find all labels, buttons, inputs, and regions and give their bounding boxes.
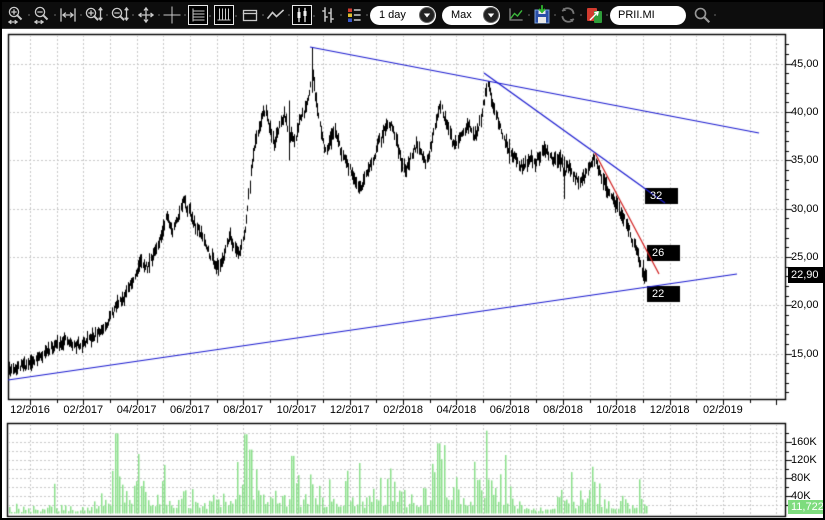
search-icon — [694, 7, 711, 24]
compare-chart-icon — [587, 8, 602, 23]
legend-colors-icon — [348, 8, 361, 22]
interval-dropdown[interactable]: 1 day — [370, 5, 436, 25]
zoom-out-horizontal-icon — [34, 6, 49, 25]
panel-layout-button[interactable] — [240, 5, 264, 25]
bar-style-button[interactable] — [318, 5, 342, 25]
save-icon — [534, 5, 550, 24]
candlestick-icon — [297, 7, 307, 23]
zoom-out-vertical-button[interactable] — [110, 5, 134, 25]
candle-style-button[interactable] — [292, 5, 315, 25]
range-dropdown[interactable]: Max — [442, 5, 500, 25]
symbol-search-input[interactable] — [610, 5, 686, 25]
horizontal-grid-toggle[interactable] — [188, 5, 211, 25]
zoom-in-vertical-icon — [85, 7, 103, 21]
compare-chart-button[interactable] — [584, 5, 608, 25]
save-button[interactable] — [532, 5, 556, 25]
expand-all-button[interactable] — [136, 5, 160, 25]
chevron-down-icon[interactable] — [419, 7, 435, 23]
range-dropdown-value: Max — [451, 9, 472, 21]
chevron-down-icon[interactable] — [483, 7, 499, 23]
line-chart-icon — [266, 9, 285, 20]
refresh-button[interactable] — [558, 5, 582, 25]
vertical-grid-icon — [217, 8, 231, 21]
legend-colors-button[interactable] — [344, 5, 368, 25]
interval-dropdown-value: 1 day — [379, 9, 406, 21]
expand-horizontal-icon — [60, 8, 76, 22]
horizontal-grid-icon — [192, 8, 205, 22]
refresh-icon — [561, 7, 575, 23]
indicator-chart-button[interactable] — [506, 5, 530, 25]
zoom-out-horizontal-button[interactable] — [32, 5, 56, 25]
toolbar: 1 day Max — [2, 2, 823, 29]
zoom-in-horizontal-button[interactable] — [6, 5, 30, 25]
zoom-in-vertical-button[interactable] — [84, 5, 108, 25]
crosshair-button[interactable] — [162, 5, 186, 25]
vertical-grid-toggle[interactable] — [214, 5, 237, 25]
panel-layout-icon — [242, 9, 258, 22]
indicator-chart-icon — [509, 8, 523, 21]
expand-all-icon — [138, 7, 154, 23]
zoom-in-horizontal-icon — [8, 6, 23, 25]
expand-horizontal-button[interactable] — [58, 5, 82, 25]
crosshair-icon — [163, 6, 181, 24]
zoom-out-vertical-icon — [111, 7, 129, 21]
ohlc-bar-icon — [322, 7, 334, 23]
line-style-button[interactable] — [266, 5, 290, 25]
search-button[interactable] — [692, 5, 716, 25]
